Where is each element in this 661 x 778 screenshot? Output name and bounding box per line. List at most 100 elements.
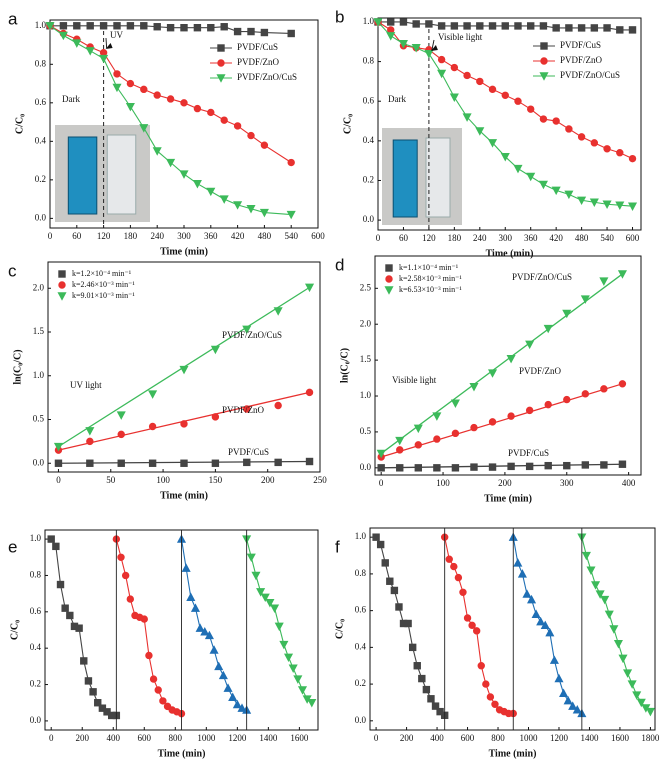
marker xyxy=(228,692,238,701)
marker xyxy=(433,464,441,472)
marker xyxy=(305,457,314,466)
x-tick-label: 480 xyxy=(575,233,589,243)
marker xyxy=(126,595,135,603)
marker xyxy=(112,83,122,93)
marker xyxy=(432,412,442,421)
marker xyxy=(572,705,582,714)
marker xyxy=(618,380,627,388)
marker xyxy=(166,158,176,168)
y-axis-title: ln(C₀/C) xyxy=(12,349,23,384)
marker xyxy=(207,108,215,117)
annotation: PVDF/ZnO xyxy=(222,405,265,415)
marker xyxy=(627,202,638,211)
marker xyxy=(381,559,389,567)
marker xyxy=(190,603,200,612)
marker xyxy=(527,105,535,113)
marker xyxy=(617,270,627,279)
marker xyxy=(565,125,573,133)
marker xyxy=(219,195,229,204)
marker xyxy=(186,592,196,601)
marker xyxy=(463,22,471,30)
cuvette-blue xyxy=(392,139,418,218)
marker xyxy=(45,22,55,31)
y-tick-label: 0.6 xyxy=(355,605,367,615)
marker xyxy=(603,145,611,153)
x-tick-label: 0 xyxy=(379,478,384,488)
marker xyxy=(218,670,228,680)
marker xyxy=(513,164,523,174)
marker xyxy=(166,24,175,32)
marker xyxy=(507,462,515,471)
marker xyxy=(396,464,404,472)
y-tick-label: 0.4 xyxy=(363,135,375,145)
marker xyxy=(486,693,495,701)
x-tick-label: 180 xyxy=(124,231,138,241)
legend-marker xyxy=(216,74,226,83)
marker xyxy=(140,22,148,30)
marker xyxy=(522,589,532,598)
x-tick-label: 1200 xyxy=(228,733,247,743)
x-tick-label: 200 xyxy=(400,733,414,743)
x-tick-label: 600 xyxy=(461,733,475,743)
marker xyxy=(544,400,552,409)
y-axis-title: C/C₀ xyxy=(9,620,20,640)
marker xyxy=(288,664,298,673)
y-tick-label: 1.0 xyxy=(33,370,45,380)
marker xyxy=(139,124,149,133)
marker xyxy=(616,26,624,34)
marker xyxy=(193,104,202,113)
marker xyxy=(94,699,102,707)
marker xyxy=(232,699,242,709)
marker xyxy=(233,201,243,210)
marker xyxy=(404,619,412,628)
y-tick-label: 1.0 xyxy=(360,390,372,400)
marker xyxy=(66,611,74,620)
legend-marker xyxy=(540,42,548,50)
x-tick-label: 360 xyxy=(524,233,538,243)
y-tick-label: 1.0 xyxy=(355,531,367,541)
marker xyxy=(487,139,498,148)
marker xyxy=(563,695,573,705)
marker xyxy=(600,385,608,393)
chart-panel: b 0 60 120 180 240 300 360 420 480 540 600 0.0 0.2 0.4… xyxy=(335,7,642,259)
y-tick-label: 0.5 xyxy=(360,426,372,436)
marker xyxy=(513,558,523,567)
plot-frame xyxy=(47,261,321,473)
legend-marker xyxy=(57,292,67,301)
y-tick-label: 2.0 xyxy=(33,282,45,292)
marker xyxy=(125,102,135,112)
marker xyxy=(539,22,548,30)
legend-marker xyxy=(58,281,66,289)
x-tick-label: 300 xyxy=(499,233,513,243)
marker xyxy=(305,283,315,293)
marker xyxy=(636,698,646,708)
marker xyxy=(140,615,148,623)
marker xyxy=(408,643,417,652)
marker xyxy=(273,307,283,316)
marker xyxy=(470,423,478,432)
y-tick-label: 0.4 xyxy=(30,642,42,652)
marker xyxy=(615,201,625,210)
marker xyxy=(551,186,561,196)
marker xyxy=(195,623,205,632)
marker xyxy=(470,463,478,471)
marker xyxy=(506,354,516,364)
chart-panel: e 0 200 400 600 800 1000 1200 1400 1600 0.0 0.2 0.4 0… xyxy=(8,529,319,759)
marker xyxy=(568,701,578,710)
marker xyxy=(554,673,564,683)
marker xyxy=(488,463,497,471)
marker xyxy=(549,655,559,664)
series-line xyxy=(115,538,182,715)
marker xyxy=(538,180,548,190)
marker xyxy=(206,187,216,197)
marker xyxy=(246,553,256,563)
plot-frame xyxy=(377,17,642,231)
marker xyxy=(487,369,498,378)
legend-label: k=2.58×10⁻³ min⁻¹ xyxy=(399,274,462,283)
x-tick-label: 1400 xyxy=(580,733,599,743)
annotation-arrow xyxy=(431,39,435,51)
marker xyxy=(449,93,459,103)
marker xyxy=(628,26,637,34)
chart-panel: a 0 60 120 180 240 300 360 420 480 540 600 0.0 0.2 0.4… xyxy=(8,9,325,257)
marker xyxy=(59,22,68,30)
